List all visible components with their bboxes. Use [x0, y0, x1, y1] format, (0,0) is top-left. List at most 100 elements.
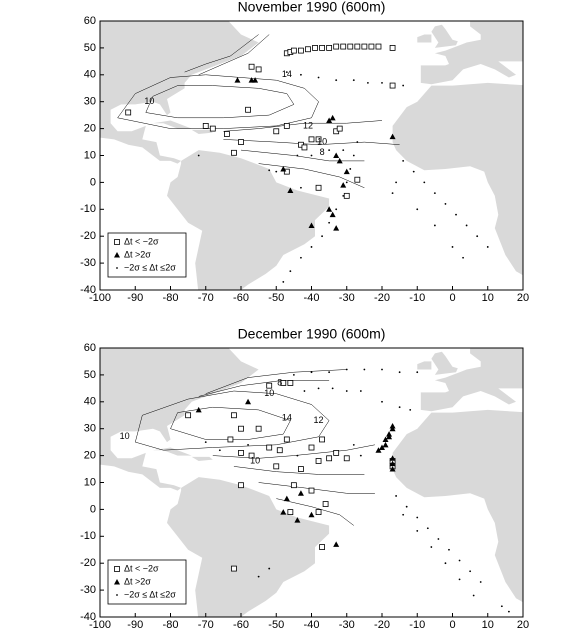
x-tick-label: -30	[339, 619, 355, 631]
dot-marker	[451, 246, 454, 248]
contour-line	[184, 34, 259, 73]
dot-marker	[342, 149, 345, 152]
triangle-marker	[308, 222, 315, 228]
square-marker	[389, 82, 396, 89]
square-marker	[273, 463, 280, 470]
dot-marker	[310, 246, 313, 248]
dot-marker	[310, 154, 313, 157]
land	[152, 447, 192, 456]
y-tick-label: 20	[84, 123, 96, 135]
triangle-marker	[343, 168, 350, 175]
y-tick-label: 10	[84, 476, 96, 488]
dot-marker	[356, 141, 359, 143]
dot-marker	[352, 443, 355, 446]
contour-line	[135, 390, 330, 451]
square-marker	[319, 45, 325, 51]
square-marker	[298, 47, 304, 54]
dot-marker	[426, 527, 429, 530]
triangle-marker	[252, 77, 259, 83]
y-tick-label: -40	[80, 284, 96, 296]
x-tick-label: 0	[449, 619, 455, 631]
dot-marker	[416, 371, 419, 374]
x-tick-label: -20	[374, 619, 390, 631]
x-tick-label: -100	[89, 619, 111, 631]
triangle-marker	[382, 436, 389, 442]
x-tick-label: -40	[304, 619, 320, 631]
x-tick-label: -80	[163, 619, 179, 631]
square-marker	[343, 192, 350, 199]
triangle-marker	[375, 447, 382, 453]
dot-marker	[349, 168, 352, 170]
contour-line	[198, 34, 270, 76]
triangle-marker	[389, 466, 396, 472]
triangle-marker	[287, 187, 294, 193]
land	[392, 82, 523, 276]
square-marker	[231, 412, 237, 419]
square-marker	[368, 43, 375, 50]
dot-marker	[197, 154, 200, 157]
land	[417, 361, 432, 370]
y-tick-label: 20	[84, 450, 96, 462]
square-marker	[315, 184, 322, 191]
land	[420, 348, 523, 412]
square-marker	[283, 123, 290, 129]
dot-marker	[345, 368, 348, 371]
dot-marker	[300, 186, 302, 189]
x-tick-label: 20	[517, 292, 529, 304]
triangle-marker	[336, 157, 343, 164]
square-marker	[315, 136, 322, 143]
triangle-marker	[389, 460, 396, 467]
square-marker	[231, 565, 237, 572]
contour-label: 12	[303, 120, 313, 130]
contour-label: 14	[282, 412, 292, 422]
triangle-marker	[234, 77, 241, 83]
dot-marker	[268, 169, 271, 172]
y-tick-label: -10	[80, 530, 96, 542]
square-marker	[255, 66, 262, 73]
square-marker	[315, 458, 322, 464]
contour-line	[258, 163, 365, 189]
square-marker	[223, 131, 230, 137]
land	[191, 129, 213, 134]
x-tick-label: -10	[409, 619, 425, 631]
x-tick-label: -70	[198, 619, 214, 631]
dot-marker	[398, 371, 401, 374]
contour-label: 10	[144, 96, 154, 106]
square-marker	[283, 168, 290, 175]
square-marker	[290, 47, 297, 54]
square-marker	[312, 45, 318, 51]
dot-marker	[462, 256, 464, 259]
dot-marker	[458, 559, 461, 562]
square-marker	[283, 436, 290, 443]
dot-marker	[296, 454, 299, 457]
square-marker	[238, 450, 244, 456]
square-marker	[231, 149, 237, 156]
triangle-marker	[340, 182, 347, 188]
legend-label: −2σ ≤ Δt ≤2σ	[124, 262, 176, 272]
square-marker	[266, 382, 273, 389]
contour-line	[212, 444, 375, 459]
square-marker	[238, 139, 244, 145]
dot-marker	[398, 406, 401, 409]
dot-marker	[204, 441, 207, 444]
dot-marker	[448, 548, 450, 551]
y-tick-label: 30	[84, 96, 96, 108]
contour-label: 10	[250, 455, 260, 465]
dot-marker	[300, 73, 302, 76]
contour-label: 8	[320, 147, 325, 157]
dot-marker	[345, 181, 348, 184]
square-marker	[248, 63, 255, 70]
triangle-marker	[326, 117, 333, 124]
legend-box	[107, 232, 187, 278]
square-marker	[333, 450, 340, 456]
x-tick-label: 10	[482, 292, 494, 304]
x-tick-label: -70	[198, 292, 214, 304]
triangle-marker	[245, 398, 252, 405]
land	[191, 456, 213, 461]
dot-marker	[310, 371, 313, 374]
dot-marker	[296, 154, 299, 157]
y-tick-label: 0	[90, 176, 96, 188]
contour-line	[205, 369, 347, 394]
dot-marker	[455, 213, 457, 216]
